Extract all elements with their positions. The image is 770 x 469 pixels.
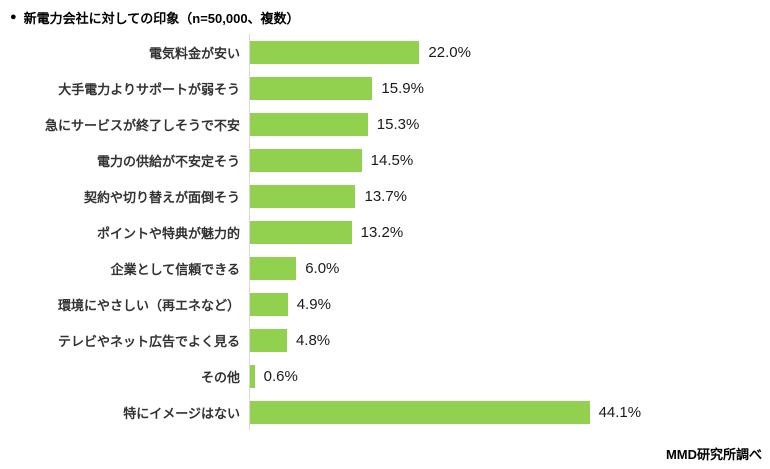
chart-header: ● 新電力会社に対しての印象（n=50,000、複数） bbox=[0, 0, 770, 27]
bar bbox=[250, 364, 255, 388]
category-label: 環境にやさしい（再エネなど） bbox=[57, 297, 240, 313]
value-label: 4.8% bbox=[295, 331, 331, 349]
category-label: テレビやネット広告でよく見る bbox=[57, 333, 240, 349]
bar-track: 4.9% bbox=[249, 286, 770, 322]
bar-row: 企業として信頼できる 6.0% bbox=[0, 250, 770, 286]
bar-chart: 電気料金が安い 22.0% 大手電力よりサポートが弱そう 15.9% 急にサービ… bbox=[0, 34, 770, 430]
value-label: 15.9% bbox=[381, 79, 424, 97]
bar-row: テレビやネット広告でよく見る 4.8% bbox=[0, 322, 770, 358]
category-label: 電力の供給が不安定そう bbox=[96, 153, 240, 169]
bar-row: ポイントや特典が魅力的 13.2% bbox=[0, 214, 770, 250]
bar-track: 13.2% bbox=[249, 214, 770, 250]
bar-track: 14.5% bbox=[249, 142, 770, 178]
value-label: 14.5% bbox=[370, 151, 414, 169]
category-label: その他 bbox=[200, 369, 240, 385]
bar-row: 電気料金が安い 22.0% bbox=[0, 34, 770, 70]
category-label: 大手電力よりサポートが弱そう bbox=[58, 81, 240, 97]
source-credit: MMD研究所調べ bbox=[665, 447, 762, 462]
bar bbox=[250, 148, 362, 172]
bar-row: 特にイメージはない 44.1% bbox=[0, 394, 770, 430]
bar-row: その他 0.6% bbox=[0, 358, 770, 394]
value-label: 22.0% bbox=[428, 43, 471, 61]
bullet-icon: ● bbox=[10, 11, 17, 23]
bar bbox=[250, 220, 352, 244]
value-label: 6.0% bbox=[305, 259, 340, 277]
value-label: 13.2% bbox=[360, 223, 404, 241]
value-label: 13.7% bbox=[364, 187, 408, 205]
value-label: 0.6% bbox=[263, 367, 298, 385]
chart-title: 新電力会社に対しての印象（n=50,000、複数） bbox=[23, 11, 300, 26]
bar bbox=[250, 292, 288, 316]
bar-track: 44.1% bbox=[249, 394, 770, 430]
bar-row: 電力の供給が不安定そう 14.5% bbox=[0, 142, 770, 178]
bar bbox=[250, 328, 287, 352]
bar-track: 15.9% bbox=[249, 70, 770, 106]
bar-track: 0.6% bbox=[249, 358, 770, 394]
category-label: 特にイメージはない bbox=[123, 405, 240, 421]
value-label: 4.9% bbox=[296, 295, 331, 313]
value-label: 44.1% bbox=[598, 403, 642, 421]
bar bbox=[250, 184, 356, 208]
category-label: 契約や切り替えが面倒そう bbox=[83, 189, 240, 205]
bar-track: 15.3% bbox=[249, 106, 770, 142]
category-label: 急にサービスが終了しそうで不安 bbox=[44, 117, 240, 133]
bar-track: 22.0% bbox=[249, 34, 770, 70]
bar bbox=[250, 76, 373, 100]
bar-row: 大手電力よりサポートが弱そう 15.9% bbox=[0, 70, 770, 106]
category-label: 電気料金が安い bbox=[148, 45, 240, 61]
category-label: 企業として信頼できる bbox=[110, 261, 240, 277]
bar bbox=[250, 400, 590, 424]
bar bbox=[250, 256, 297, 280]
bar bbox=[250, 112, 368, 136]
bar-track: 13.7% bbox=[249, 178, 770, 214]
bar-track: 4.8% bbox=[249, 322, 770, 358]
bar-row: 環境にやさしい（再エネなど） 4.9% bbox=[0, 286, 770, 322]
bar bbox=[250, 40, 420, 64]
bar-row: 契約や切り替えが面倒そう 13.7% bbox=[0, 178, 770, 214]
bar-row: 急にサービスが終了しそうで不安 15.3% bbox=[0, 106, 770, 142]
bar-track: 6.0% bbox=[249, 250, 770, 286]
category-label: ポイントや特典が魅力的 bbox=[96, 225, 240, 241]
value-label: 15.3% bbox=[376, 115, 420, 133]
